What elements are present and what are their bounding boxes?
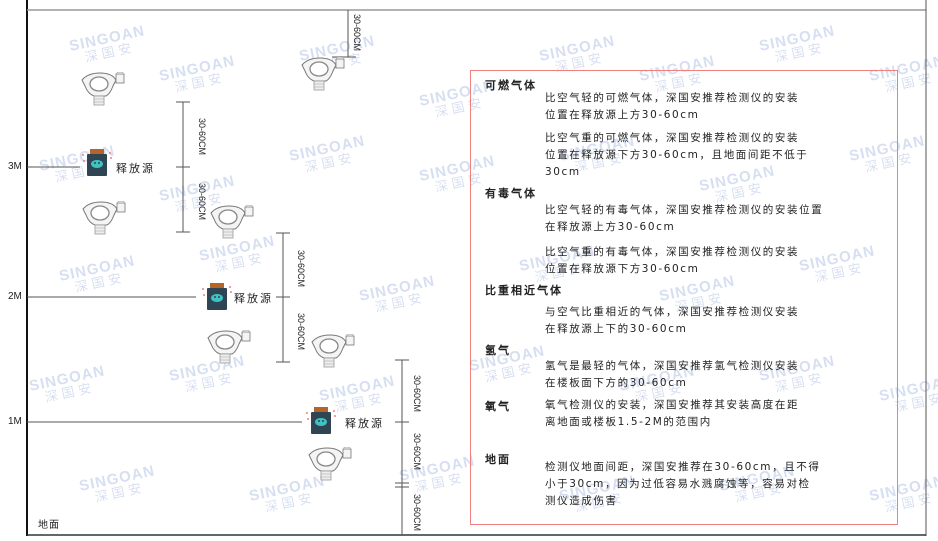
gas-detector-icon — [78, 72, 126, 106]
dimension-label: 30-60CM — [412, 494, 422, 532]
heading-toxic: 有毒气体 — [485, 187, 537, 200]
gas-detector-icon — [298, 57, 346, 91]
level-label-3m: 3M — [8, 161, 22, 172]
heading-hydrogen: 氢气 — [485, 344, 511, 357]
release-source-icon — [80, 149, 114, 177]
note-paragraph: 检测仪地面间距，深国安推荐在30-60cm，且不得 小于30cm，因为过低容易水… — [545, 461, 821, 507]
gas-detector-icon — [305, 447, 353, 481]
installation-notes-box — [470, 70, 898, 525]
gas-detector-icon — [308, 334, 356, 368]
heading-oxygen: 氧气 — [485, 400, 511, 413]
note-paragraph: 与空气比重相近的气体，深国安推荐检测仪安装 在释放源上下的30-60cm — [545, 306, 800, 335]
note-paragraph: 氢气是最轻的气体，深国安推荐氢气检测仪安装 在楼板面下方的30-60cm — [545, 360, 800, 389]
release-source-label: 释放源 — [234, 292, 273, 305]
dimension-label: 30-60CM — [352, 14, 362, 52]
gas-detector-icon — [207, 205, 255, 239]
note-paragraph: 氧气检测仪的安装，深国安推荐其安装高度在距 离地面或楼板1.5-2M的范围内 — [545, 399, 800, 428]
dimension-label: 30-60CM — [296, 250, 306, 288]
gas-detector-icon — [204, 330, 252, 364]
note-paragraph: 比空气轻的可燃气体，深国安推荐检测仪的安装 位置在释放源上方30-60cm — [545, 92, 800, 121]
note-paragraph: 比空气重的有毒气体，深国安推荐检测仪的安装 位置在释放源下方30-60cm — [545, 246, 800, 275]
release-source-icon — [304, 407, 338, 435]
dimension-label: 30-60CM — [412, 433, 422, 471]
ground-label: 地面 — [38, 520, 60, 531]
dimension-lines — [176, 10, 409, 535]
release-source-label: 释放源 — [345, 417, 384, 430]
heading-ground: 地面 — [485, 453, 511, 466]
dimension-label: 30-60CM — [296, 313, 306, 351]
level-label-1m: 1M — [8, 416, 22, 427]
release-source-label: 释放源 — [116, 162, 155, 175]
dimension-label: 30-60CM — [412, 375, 422, 413]
release-source-icon — [200, 283, 234, 311]
gas-detector-icon — [79, 201, 127, 235]
dimension-label: 30-60CM — [197, 118, 207, 156]
note-paragraph: 比空气轻的有毒气体，深国安推荐检测仪的安装位置 在释放源上方30-60cm — [545, 204, 824, 233]
note-paragraph: 比空气重的可燃气体，深国安推荐检测仪的安装 位置在释放源下方30-60cm，且地… — [545, 132, 809, 178]
heading-similar-density: 比重相近气体 — [485, 284, 563, 297]
heading-combustible: 可燃气体 — [485, 79, 537, 92]
dimension-label: 30-60CM — [197, 183, 207, 221]
level-label-2m: 2M — [8, 291, 22, 302]
